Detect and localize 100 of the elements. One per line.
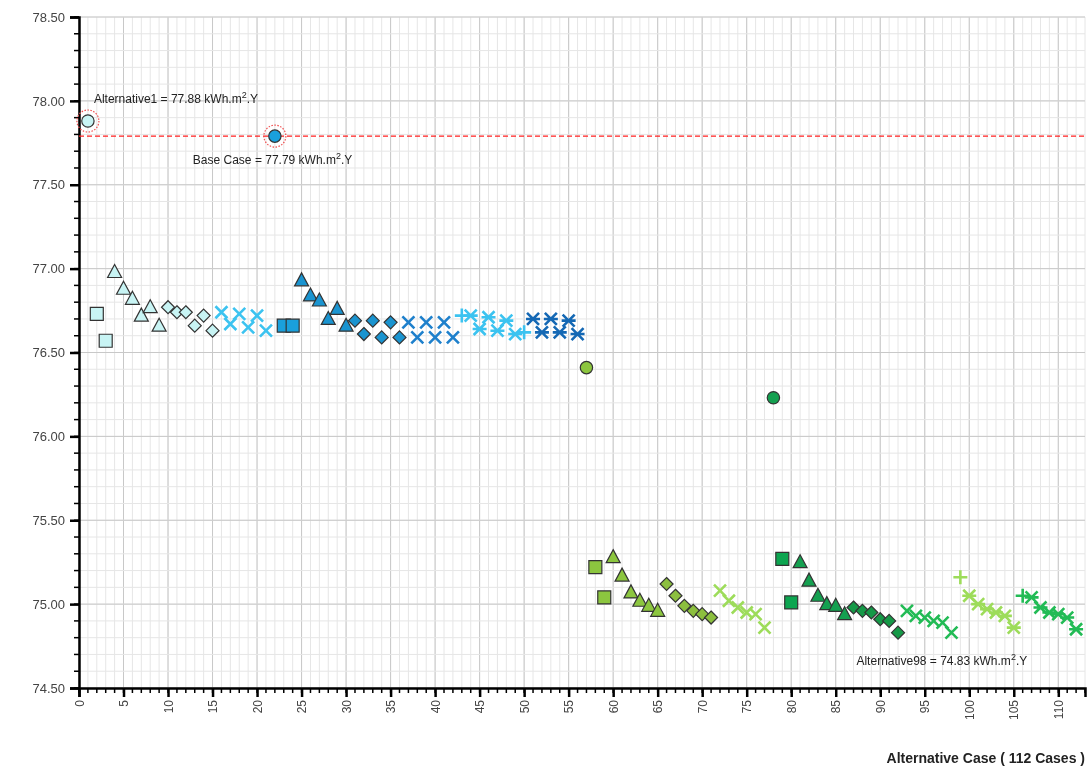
- point: [641, 597, 657, 612]
- point: [498, 313, 515, 328]
- point: [605, 549, 621, 564]
- point: [89, 306, 104, 322]
- point: [374, 330, 389, 345]
- point: [784, 595, 799, 610]
- x-tick-label: 10: [161, 699, 176, 714]
- point: [864, 605, 879, 620]
- point: [1067, 621, 1085, 637]
- y-tick-label: 75.00: [32, 596, 65, 612]
- point: [214, 304, 229, 320]
- point: [952, 568, 969, 586]
- point: [721, 593, 737, 609]
- point: [178, 305, 193, 320]
- point: [347, 313, 363, 328]
- point: [187, 318, 202, 333]
- point: [542, 311, 560, 327]
- point: [506, 326, 524, 342]
- x-tick-label: 65: [651, 699, 666, 714]
- point: [996, 608, 1014, 624]
- x-tick-label: 50: [517, 699, 532, 714]
- point: [427, 330, 443, 345]
- annotation: Alternative98 = 74.83 kWh.m$^{2}$.Y: [856, 651, 1028, 668]
- y-tick-label: 76.50: [32, 345, 65, 361]
- point: [650, 602, 666, 617]
- x-tick-label: 90: [873, 699, 888, 714]
- point: [560, 313, 577, 328]
- point: [205, 323, 220, 338]
- x-tick-label: 55: [562, 699, 577, 714]
- point: [383, 315, 398, 330]
- point: [524, 311, 542, 327]
- point: [249, 308, 265, 323]
- y-tick-label: 78.50: [32, 9, 65, 25]
- y-tick-label: 77.50: [32, 177, 65, 193]
- point: [828, 597, 844, 612]
- point: [757, 620, 772, 635]
- point: [231, 306, 247, 322]
- point: [445, 330, 461, 345]
- x-tick-label: 15: [206, 699, 221, 714]
- y-tick-label: 76.00: [32, 429, 65, 445]
- point: [98, 333, 113, 348]
- x-axis-title: Alternative Case ( 112 Cases ): [886, 750, 1085, 766]
- point: [960, 588, 978, 604]
- x-tick-label: 60: [606, 699, 621, 714]
- point: [766, 391, 781, 405]
- point: [401, 315, 416, 330]
- x-tick-label: 25: [295, 699, 310, 714]
- y-tick-label: 74.50: [32, 680, 65, 696]
- point: [124, 290, 141, 305]
- annotation: Base Case = 77.79 kWh.m$^{2}$.Y: [192, 151, 353, 168]
- point: [987, 605, 1005, 620]
- point: [569, 326, 586, 342]
- point: [311, 292, 327, 307]
- point: [792, 554, 808, 569]
- x-tick-label: 75: [740, 699, 755, 714]
- point: [677, 598, 692, 613]
- point: [1058, 610, 1076, 625]
- x-tick-label: 80: [784, 699, 799, 714]
- y-tick-label: 77.00: [32, 261, 65, 277]
- point: [133, 307, 149, 322]
- x-tick-label: 110: [1051, 699, 1066, 720]
- point: [588, 560, 603, 575]
- point: [623, 584, 639, 599]
- point: [115, 280, 132, 295]
- point: [944, 625, 959, 640]
- point: [107, 263, 123, 279]
- point: [695, 607, 710, 622]
- point: [882, 613, 897, 628]
- point: [810, 587, 826, 602]
- point: [410, 330, 425, 345]
- point: [240, 320, 256, 335]
- point: [480, 309, 497, 325]
- point: [579, 360, 594, 375]
- point: [338, 317, 354, 332]
- y-tick-label: 75.50: [32, 512, 65, 528]
- x-tick-label: 20: [250, 699, 265, 714]
- point: [258, 323, 274, 338]
- point: [1005, 620, 1023, 635]
- point: [293, 272, 310, 287]
- point: [837, 606, 853, 621]
- point: [320, 310, 336, 326]
- x-tick-label: 40: [428, 699, 443, 714]
- annotation: Alternative1 = 77.88 kWh.m$^{2}$.Y: [93, 90, 259, 106]
- point: [703, 610, 719, 625]
- point: [668, 588, 683, 603]
- point: [614, 567, 630, 582]
- x-tick-label: 100: [962, 699, 977, 721]
- point: [597, 590, 612, 605]
- point: [329, 300, 345, 315]
- x-tick-label: 45: [473, 699, 488, 714]
- point: [890, 625, 906, 640]
- point: [533, 325, 551, 340]
- x-tick-label: 85: [829, 699, 844, 714]
- point: [471, 321, 488, 337]
- point: [1023, 590, 1040, 605]
- point: [436, 315, 452, 330]
- point: [551, 325, 569, 340]
- point: [1049, 606, 1067, 622]
- point: [418, 315, 434, 330]
- x-tick-label: 30: [339, 699, 354, 714]
